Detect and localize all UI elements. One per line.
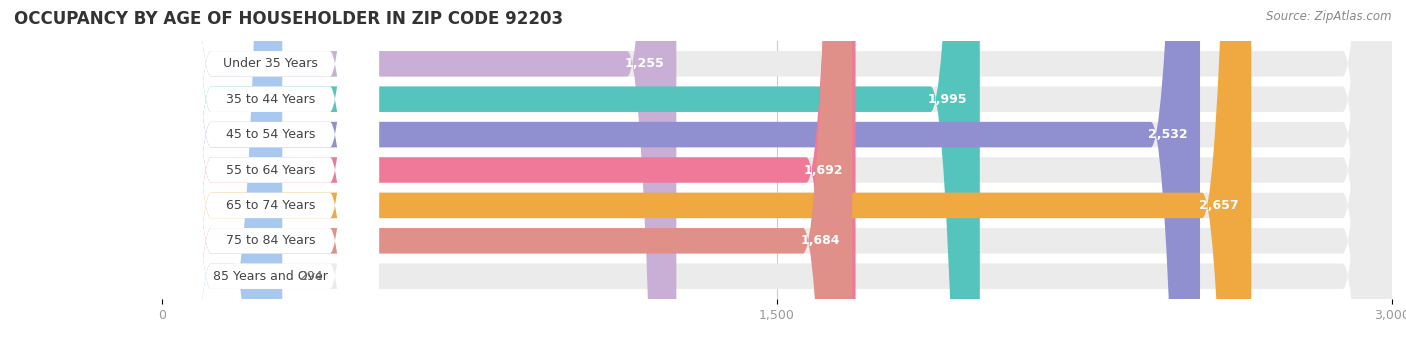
FancyBboxPatch shape — [162, 0, 852, 340]
Text: Under 35 Years: Under 35 Years — [224, 57, 318, 70]
FancyBboxPatch shape — [162, 0, 855, 340]
FancyBboxPatch shape — [162, 0, 380, 340]
FancyBboxPatch shape — [162, 0, 380, 340]
FancyBboxPatch shape — [162, 0, 283, 340]
FancyBboxPatch shape — [162, 0, 1392, 340]
FancyBboxPatch shape — [162, 0, 1392, 340]
Text: 2,532: 2,532 — [1149, 128, 1188, 141]
FancyBboxPatch shape — [162, 0, 1392, 340]
FancyBboxPatch shape — [162, 0, 980, 340]
Text: 1,255: 1,255 — [624, 57, 664, 70]
FancyBboxPatch shape — [162, 0, 380, 340]
Text: 2,657: 2,657 — [1199, 199, 1239, 212]
FancyBboxPatch shape — [162, 0, 1392, 340]
FancyBboxPatch shape — [162, 0, 1392, 340]
FancyBboxPatch shape — [162, 0, 1392, 340]
Text: 45 to 54 Years: 45 to 54 Years — [226, 128, 315, 141]
FancyBboxPatch shape — [162, 0, 676, 340]
FancyBboxPatch shape — [162, 0, 1201, 340]
Text: 294: 294 — [298, 270, 322, 283]
FancyBboxPatch shape — [162, 0, 380, 340]
FancyBboxPatch shape — [162, 0, 380, 340]
Text: OCCUPANCY BY AGE OF HOUSEHOLDER IN ZIP CODE 92203: OCCUPANCY BY AGE OF HOUSEHOLDER IN ZIP C… — [14, 10, 564, 28]
Text: 1,692: 1,692 — [804, 164, 844, 176]
FancyBboxPatch shape — [162, 0, 380, 340]
Text: 35 to 44 Years: 35 to 44 Years — [226, 93, 315, 106]
Text: 75 to 84 Years: 75 to 84 Years — [225, 234, 315, 247]
Text: 85 Years and Over: 85 Years and Over — [212, 270, 328, 283]
Text: 55 to 64 Years: 55 to 64 Years — [226, 164, 315, 176]
FancyBboxPatch shape — [162, 0, 1251, 340]
Text: 65 to 74 Years: 65 to 74 Years — [226, 199, 315, 212]
Text: 1,995: 1,995 — [928, 93, 967, 106]
Text: Source: ZipAtlas.com: Source: ZipAtlas.com — [1267, 10, 1392, 23]
FancyBboxPatch shape — [162, 0, 1392, 340]
Text: 1,684: 1,684 — [800, 234, 839, 247]
FancyBboxPatch shape — [162, 0, 380, 340]
